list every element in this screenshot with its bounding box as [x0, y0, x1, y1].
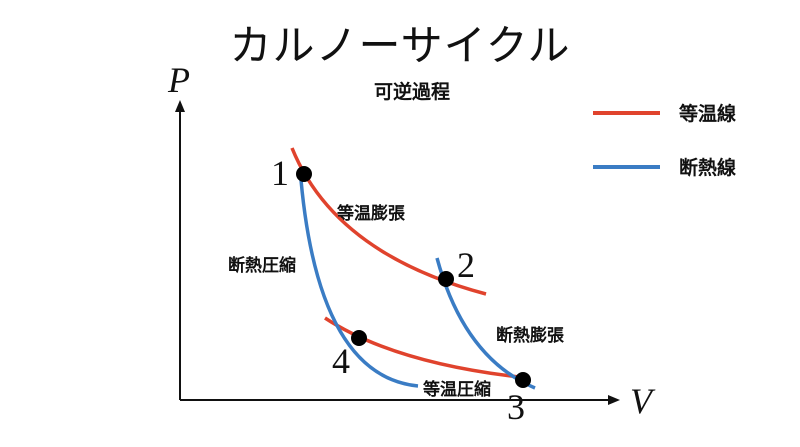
diagram-subtitle: 可逆過程	[373, 81, 450, 103]
state-point-2	[438, 271, 454, 287]
process-label-isothermal-compression: 等温圧縮	[423, 379, 491, 400]
process-label-adiabatic-compression: 断熱圧縮	[228, 255, 296, 276]
process-label-isothermal-expansion: 等温膨張	[337, 203, 406, 224]
y-axis-arrow	[175, 100, 185, 112]
state-point-3	[515, 372, 531, 388]
legend: 等温線 断熱線	[593, 102, 736, 179]
isotherm-cold	[324, 316, 529, 380]
state-label-4: 4	[332, 341, 350, 381]
x-axis-label: V	[630, 381, 656, 421]
state-label-1: 1	[271, 153, 289, 193]
y-axis-label: P	[167, 60, 190, 100]
state-point-4	[351, 330, 367, 346]
legend-adiabat-label: 断熱線	[679, 156, 736, 179]
x-axis-arrow	[608, 395, 620, 405]
legend-isotherm-label: 等温線	[678, 102, 736, 125]
state-label-3: 3	[507, 387, 525, 427]
diagram-title: カルノーサイクル	[229, 21, 571, 70]
state-label-2: 2	[457, 245, 475, 285]
state-point-1	[296, 166, 312, 182]
process-label-adiabatic-expansion: 断熱膨張	[496, 325, 565, 346]
adiabat-left	[298, 167, 419, 388]
